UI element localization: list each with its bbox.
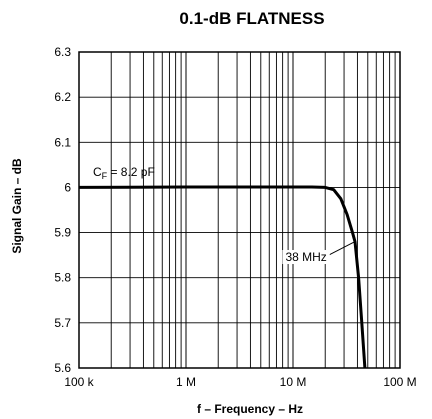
marker-label-background — [282, 250, 330, 265]
x-tick-labels: 100 k 1 M 10 M 100 M — [64, 375, 416, 389]
annotations: CF = 8.2 pF 38 MHz — [93, 165, 356, 265]
y-tick-labels: 5.6 5.7 5.8 5.9 6 6.1 6.2 6.3 — [54, 45, 71, 375]
y-tick-label: 5.7 — [54, 316, 71, 330]
series-line — [78, 185, 367, 369]
plot-frame — [78, 51, 401, 369]
y-tick-label: 5.8 — [54, 271, 71, 285]
x-axis-title: f – Frequency – Hz — [197, 402, 303, 416]
y-tick-label: 6.1 — [54, 135, 71, 149]
x-tick-label: 10 M — [280, 375, 307, 389]
y-tick-label: 6.3 — [54, 45, 71, 59]
y-axis-title: Signal Gain – dB — [10, 158, 24, 254]
x-tick-label: 100 k — [64, 375, 94, 389]
chart-title: 0.1-dB FLATNESS — [179, 9, 324, 28]
y-tick-label: 6.2 — [54, 90, 71, 104]
marker-label: 38 MHz — [285, 250, 326, 264]
x-tick-label: 100 M — [383, 375, 416, 389]
cf-annotation: CF = 8.2 pF — [93, 165, 155, 181]
grid — [79, 52, 400, 368]
y-tick-label: 5.6 — [54, 361, 71, 375]
y-tick-label: 6 — [64, 180, 71, 194]
y-tick-label: 5.9 — [54, 226, 71, 240]
x-tick-label: 1 M — [176, 375, 196, 389]
marker-leader-line — [328, 241, 356, 256]
